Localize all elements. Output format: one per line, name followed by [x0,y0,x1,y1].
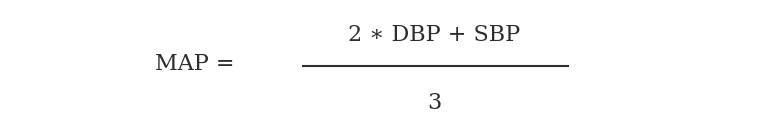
Text: 3: 3 [427,92,441,114]
Text: MAP =: MAP = [155,54,242,75]
Text: 2 ∗ DBP + SBP: 2 ∗ DBP + SBP [348,24,520,46]
